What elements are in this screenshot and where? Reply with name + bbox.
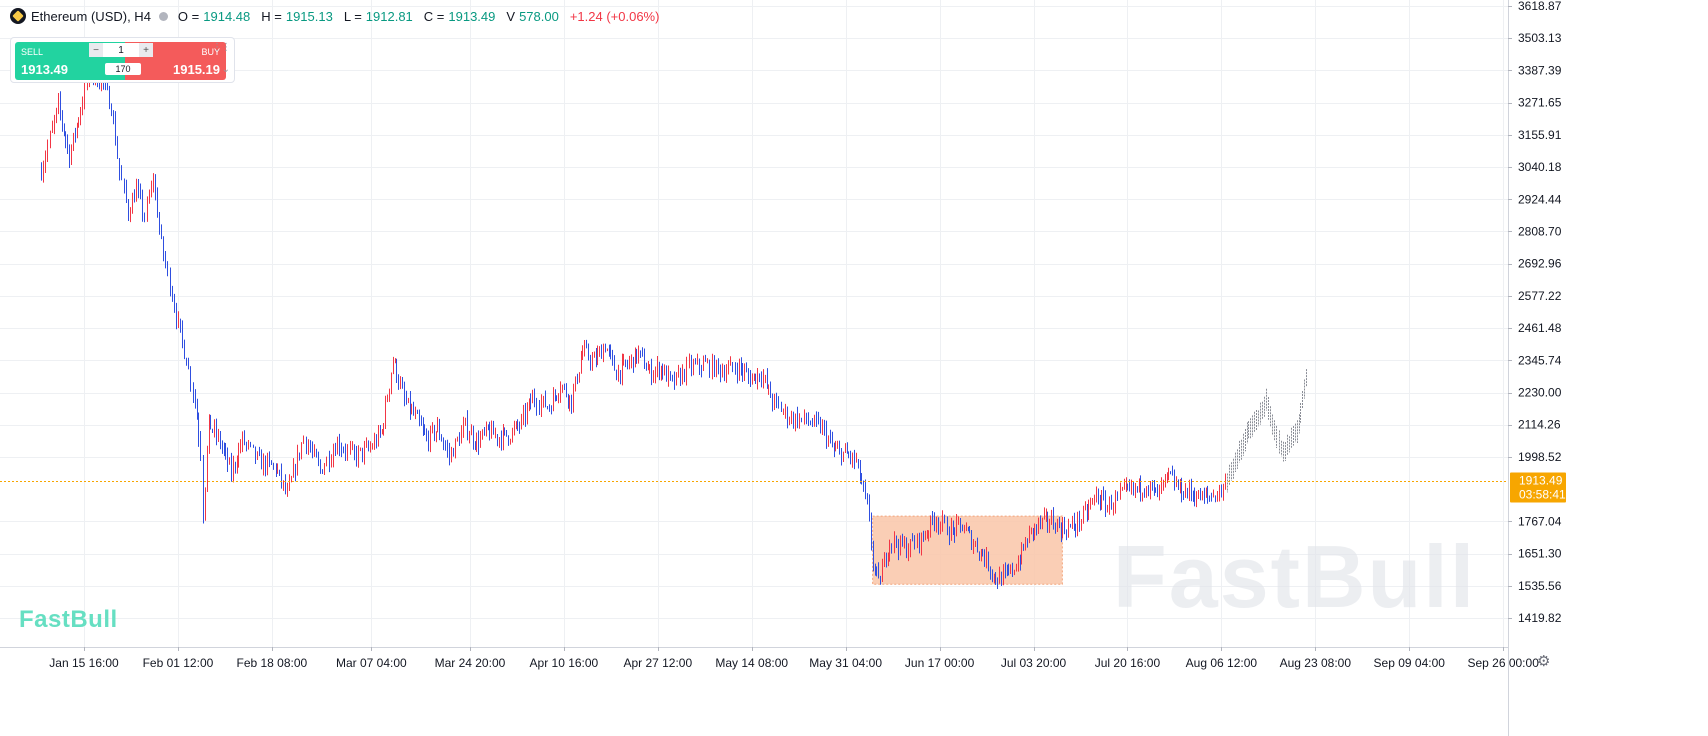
drag-handle-icon[interactable]: ⋮⋮ — [212, 42, 231, 53]
trade-panel: SELL 1913.49 BUY 1915.19 − 1 + 170 ⋮⋮ ⌄ — [10, 37, 235, 83]
y-tick-label: 3271.65 — [1518, 96, 1562, 110]
y-tick-label: 2924.44 — [1518, 192, 1562, 206]
low-value: 1912.81 — [365, 8, 413, 24]
x-tick-label: Jul 03 20:00 — [1001, 656, 1067, 670]
y-tick-label: 2692.96 — [1518, 257, 1562, 271]
fastbull-watermark-small: FastBull — [19, 606, 118, 633]
y-tick-label: 1651.30 — [1518, 547, 1562, 561]
gear-icon[interactable]: ⚙ — [1537, 653, 1551, 670]
x-tick-label: May 31 04:00 — [809, 656, 882, 670]
y-tick-label: 2345.74 — [1518, 353, 1562, 367]
x-tick-label: Jun 17 00:00 — [905, 656, 975, 670]
quantity-value[interactable]: 1 — [118, 44, 124, 56]
candlesticks — [41, 60, 1226, 589]
symbol-header: Ethereum (USD), H4 O = 1914.48 H = 1915.… — [10, 6, 659, 26]
quantity-stepper[interactable]: − 1 + — [89, 43, 153, 57]
minus-button[interactable]: − — [89, 43, 103, 57]
y-tick-label: 2461.48 — [1518, 321, 1562, 335]
change-value: +1.24 (+0.06%) — [569, 8, 660, 24]
sell-label: SELL — [21, 47, 44, 57]
projection-candles — [1227, 369, 1307, 493]
sell-price: 1913.49 — [21, 62, 68, 77]
countdown-label: 03:58:41 — [1519, 488, 1566, 502]
buy-price: 1915.19 — [173, 62, 220, 77]
plus-button[interactable]: + — [139, 43, 153, 57]
symbol-title[interactable]: Ethereum (USD), H4 — [31, 8, 151, 24]
current-price-label: 1913.49 — [1519, 474, 1563, 488]
high-value: 1915.13 — [285, 8, 333, 24]
y-tick-label: 3618.87 — [1518, 0, 1562, 13]
x-tick-label: Feb 18 08:00 — [236, 656, 307, 670]
y-tick-label: 3155.91 — [1518, 128, 1562, 142]
low-label: L = — [343, 8, 362, 24]
x-tick-label: May 14 08:00 — [715, 656, 788, 670]
y-tick-label: 2114.26 — [1518, 418, 1561, 432]
x-tick-label: Jan 15 16:00 — [49, 656, 119, 670]
high-label: H = — [261, 8, 282, 24]
chevron-down-icon[interactable]: ⌄ — [221, 64, 230, 75]
volume-value: 578.00 — [519, 8, 559, 24]
highlight-range-box[interactable] — [872, 515, 1063, 585]
y-tick-label: 3503.13 — [1518, 31, 1562, 45]
x-tick-label: Aug 23 08:00 — [1280, 656, 1352, 670]
x-tick-label: Feb 01 12:00 — [143, 656, 214, 670]
close-value: 1913.49 — [448, 8, 496, 24]
x-tick-label: Apr 27 12:00 — [623, 656, 692, 670]
open-label: O = — [177, 8, 200, 24]
x-tick-label: Sep 26 00:00 — [1467, 656, 1539, 670]
x-tick-label: Mar 24 20:00 — [435, 656, 506, 670]
close-label: C = — [423, 8, 445, 24]
y-tick-label: 2577.22 — [1518, 289, 1562, 303]
y-tick-label: 1535.56 — [1518, 579, 1562, 593]
x-tick-label: Aug 06 12:00 — [1186, 656, 1258, 670]
spread-value: 170 — [105, 63, 141, 75]
y-tick-label: 3040.18 — [1518, 160, 1562, 174]
current-price-tag-bg — [1510, 472, 1566, 503]
time-axis[interactable]: Jan 15 16:00 Feb 01 12:00 Feb 18 08:00 Mar … — [49, 647, 1539, 670]
volume-label: V — [506, 8, 516, 24]
market-status-dot-icon — [158, 11, 168, 21]
y-tick-label: 3387.39 — [1518, 63, 1562, 77]
fastbull-watermark-large: FastBull — [1113, 527, 1477, 626]
y-tick-label: 1767.04 — [1518, 514, 1562, 528]
x-tick-label: Apr 10 16:00 — [530, 656, 599, 670]
x-tick-label: Mar 07 04:00 — [336, 656, 407, 670]
y-tick-label: 1419.82 — [1518, 611, 1562, 625]
y-tick-label: 2230.00 — [1518, 386, 1562, 400]
y-tick-label: 2808.70 — [1518, 224, 1562, 238]
ethereum-logo-icon — [10, 8, 26, 24]
y-tick-label: 1998.52 — [1518, 450, 1562, 464]
buy-label: BUY — [201, 47, 220, 57]
open-value: 1914.48 — [203, 8, 251, 24]
x-tick-label: Jul 20 16:00 — [1095, 656, 1161, 670]
price-axis[interactable]: 3618.87 3503.13 3387.39 3271.65 3155.91 3040.… — [1508, 0, 1562, 625]
x-tick-label: Sep 09 04:00 — [1374, 656, 1446, 670]
